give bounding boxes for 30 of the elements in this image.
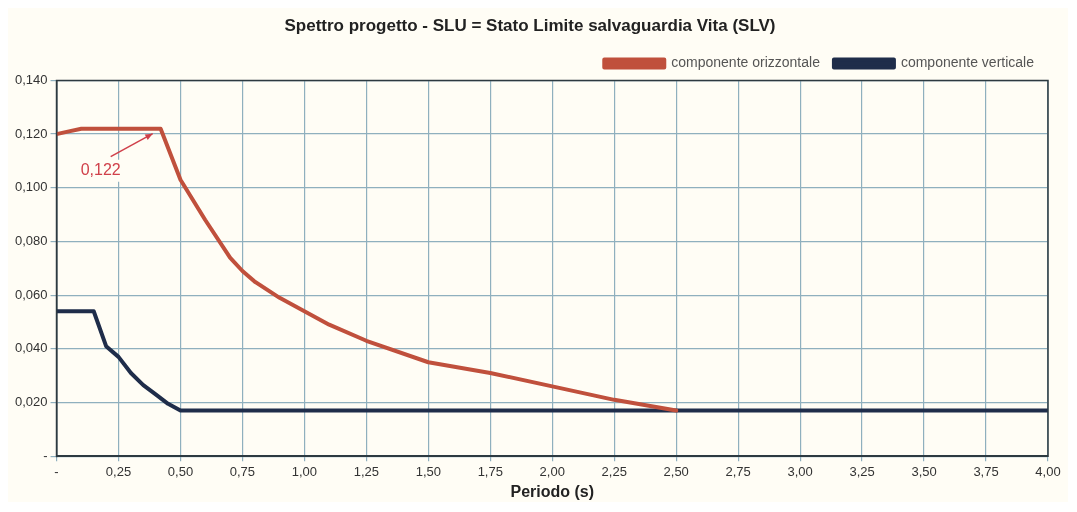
x-tick-label: 0,75 bbox=[229, 463, 256, 479]
y-tick-label: 0,060 bbox=[14, 286, 48, 302]
x-tick-label: 0,50 bbox=[167, 463, 194, 479]
x-tick-label: 2,25 bbox=[601, 463, 627, 479]
y-tick-label: 0,040 bbox=[14, 340, 48, 356]
chart-title: Spettro progetto - SLU = Stato Limite salvaguardia Vita (SLV) bbox=[284, 15, 776, 35]
x-tick-label: 2,50 bbox=[663, 463, 689, 479]
x-tick-label: 1,00 bbox=[291, 463, 318, 479]
y-tick-label: - bbox=[43, 447, 48, 463]
y-tick-label: 0,120 bbox=[14, 125, 48, 141]
annotation: 0,122 bbox=[80, 161, 121, 179]
x-tick-label: 0,25 bbox=[105, 463, 132, 479]
legend-label: componente orizzontale bbox=[671, 54, 821, 71]
y-tick-label: 0,140 bbox=[14, 71, 48, 87]
x-axis-title: Periodo (s) bbox=[510, 482, 595, 500]
x-tick-label: 3,25 bbox=[849, 463, 875, 479]
x-tick-label: 3,50 bbox=[911, 463, 937, 479]
x-tick-label: 1,25 bbox=[353, 463, 380, 479]
x-tick-label: 1,75 bbox=[477, 463, 503, 479]
legend-label: componente verticale bbox=[900, 54, 1035, 71]
x-tick-label: 2,00 bbox=[539, 463, 565, 479]
x-tick-label: 2,75 bbox=[725, 463, 751, 479]
x-tick-label: 3,00 bbox=[787, 463, 813, 479]
x-tick-label: 3,75 bbox=[973, 463, 999, 479]
x-tick-label: 1,50 bbox=[415, 463, 441, 479]
x-tick-label: - bbox=[54, 463, 59, 479]
y-tick-label: 0,080 bbox=[14, 233, 48, 249]
y-tick-label: 0,020 bbox=[14, 394, 48, 410]
y-tick-label: 0,100 bbox=[14, 179, 48, 195]
x-tick-label: 4,00 bbox=[1035, 463, 1061, 479]
